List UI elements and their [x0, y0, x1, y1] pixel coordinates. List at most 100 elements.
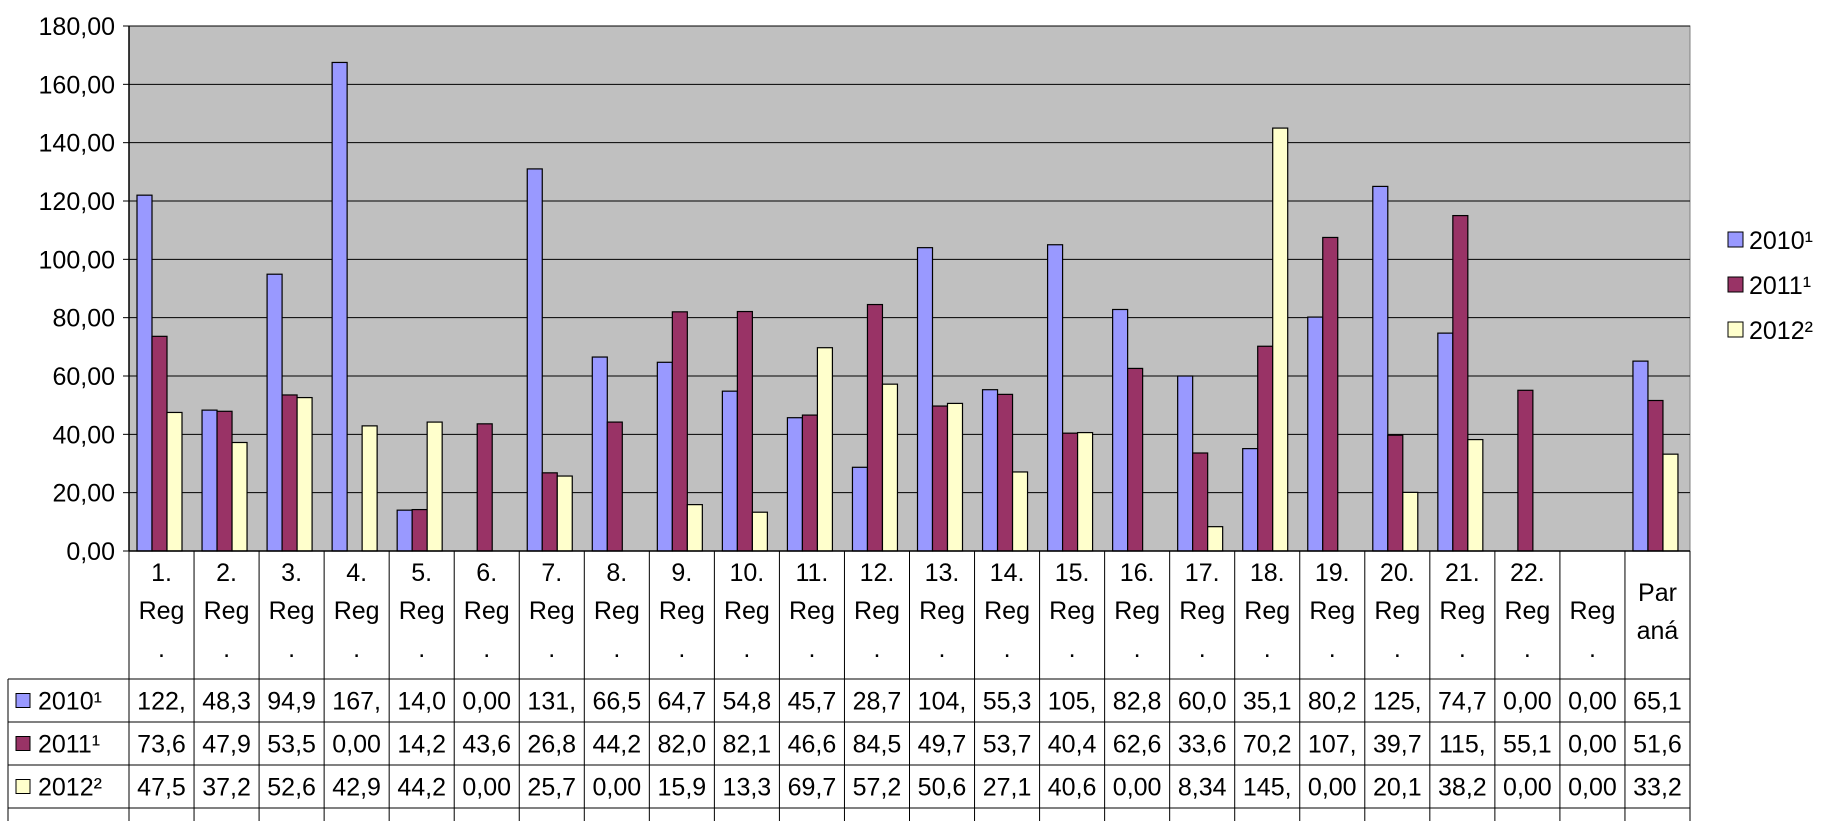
bar: [216, 410, 233, 552]
table-cell-value: 48,3: [202, 688, 251, 716]
x-category-label: aná: [1637, 617, 1679, 645]
bar: [851, 466, 869, 552]
table-cell-value: 42,9: [332, 774, 381, 802]
x-category-label: .: [939, 635, 946, 663]
table-cell-value: 25,7: [527, 774, 576, 802]
bar: [1076, 431, 1094, 552]
bar: [1046, 244, 1064, 552]
bar: [1011, 471, 1029, 552]
x-category-label: .: [1069, 635, 1076, 663]
legend-swatch: [1727, 231, 1744, 248]
x-category-label: .: [353, 635, 360, 663]
x-category-label: .: [1004, 635, 1011, 663]
x-category-label: Reg: [789, 597, 835, 625]
x-category-label: Reg: [464, 597, 510, 625]
x-category-label: Reg: [269, 597, 315, 625]
x-category-label: .: [223, 635, 230, 663]
bar: [1061, 432, 1079, 552]
bar: [361, 425, 378, 552]
bar: [981, 389, 999, 552]
table-cell-value: 51,6: [1633, 731, 1682, 759]
bar: [1402, 491, 1419, 552]
x-category-label: .: [613, 635, 620, 663]
y-tick-label: 160,00: [39, 71, 115, 99]
table-legend-key: [15, 693, 31, 708]
bar: [541, 472, 558, 552]
x-category-label: Reg: [659, 597, 705, 625]
x-category-label: Reg: [1309, 597, 1355, 625]
bar: [476, 423, 493, 552]
bar: [801, 414, 819, 552]
bar: [526, 168, 543, 552]
bar: [1272, 127, 1289, 552]
x-category-label: Reg: [1244, 597, 1290, 625]
table-cell-value: 70,2: [1243, 731, 1292, 759]
x-category-label: 10.: [730, 559, 765, 587]
table-cell-value: 84,5: [853, 731, 902, 759]
x-category-label: Par: [1638, 579, 1677, 607]
table-cell-value: 14,0: [397, 688, 446, 716]
table-cell-value: 0,00: [462, 688, 511, 716]
bar: [591, 356, 608, 552]
bar: [331, 61, 348, 552]
bar: [166, 411, 183, 552]
table-cell-value: 115,: [1439, 731, 1486, 759]
table-cell-value: 65,1: [1633, 688, 1682, 716]
table-series-name: 2010¹: [38, 688, 102, 716]
x-category-label: 3.: [281, 559, 302, 587]
x-category-label: 19.: [1315, 559, 1350, 587]
bar: [1307, 316, 1324, 552]
table-cell-value: 33,2: [1633, 774, 1682, 802]
table-cell-value: 20,1: [1373, 774, 1422, 802]
x-category-label: Reg: [1504, 597, 1550, 625]
bar: [296, 396, 313, 552]
y-tick-label: 180,00: [39, 13, 115, 41]
bar: [671, 311, 688, 552]
bar: [1112, 308, 1129, 552]
table-cell-value: 74,7: [1438, 688, 1487, 716]
table-cell-value: 33,6: [1178, 731, 1227, 759]
x-category-label: 12.: [860, 559, 895, 587]
table-cell-value: 50,6: [918, 774, 967, 802]
bar: [1242, 448, 1259, 552]
table-cell-value: 53,5: [267, 731, 316, 759]
x-category-label: Reg: [1570, 597, 1616, 625]
table-cell-value: 45,7: [788, 688, 837, 716]
table-cell-value: 40,4: [1048, 731, 1097, 759]
x-category-label: 14.: [990, 559, 1025, 587]
table-cell-value: 57,2: [853, 774, 902, 802]
table-cell-value: 66,5: [592, 688, 641, 716]
table-cell-value: 26,8: [527, 731, 576, 759]
table-cell-value: 0,00: [332, 731, 381, 759]
y-axis: 0,00 20,00 40,00 60,00 80,00 100,00 120,00 140,…: [39, 13, 130, 566]
bar: [1192, 452, 1209, 552]
x-category-label: .: [678, 635, 685, 663]
table-legend-key: [15, 736, 31, 751]
x-category-label: .: [1589, 635, 1596, 663]
table-cell-value: 107,: [1308, 731, 1357, 759]
table-cell-value: 44,2: [397, 774, 446, 802]
table-cell-value: 0,00: [1568, 774, 1617, 802]
bar: [266, 273, 283, 552]
x-category-label: Reg: [854, 597, 900, 625]
x-category-label: 6.: [476, 559, 497, 587]
x-category-label: 1.: [151, 559, 172, 587]
y-tick-label: 80,00: [52, 305, 115, 333]
bar: [1452, 214, 1469, 552]
bar: [1322, 236, 1339, 552]
table-cell-value: 62,6: [1113, 731, 1162, 759]
x-category-label: .: [1329, 635, 1336, 663]
table-cell-value: 167,: [332, 688, 381, 716]
legend-label: 2010¹: [1749, 227, 1813, 255]
x-category-label: 18.: [1250, 559, 1285, 587]
y-tick-label: 140,00: [39, 130, 115, 158]
bar: [151, 335, 168, 552]
bar: [426, 421, 443, 552]
bar: [1517, 389, 1534, 552]
table-cell-value: 15,9: [658, 774, 707, 802]
x-category-label: 9.: [671, 559, 692, 587]
x-category-label: .: [548, 635, 555, 663]
x-category-label: Reg: [594, 597, 640, 625]
x-category-label: 4.: [346, 559, 367, 587]
